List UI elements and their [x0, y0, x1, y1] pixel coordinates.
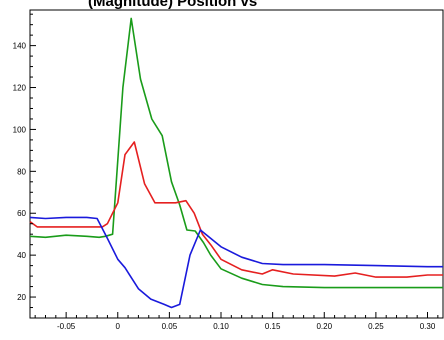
- series-line-1: [29, 17, 443, 289]
- y-tick-label: 120: [13, 84, 27, 93]
- x-tick-label: -0.05: [57, 322, 76, 331]
- series-layer: [29, 17, 443, 309]
- x-tick-label: 0.05: [162, 322, 178, 331]
- plot-frame: [29, 9, 444, 319]
- x-tick-label: 0.20: [316, 322, 332, 331]
- x-tick-label: 0: [116, 322, 121, 331]
- y-tick-label: 60: [17, 209, 26, 218]
- y-tick-label: 80: [17, 167, 26, 176]
- chart-title: (Magnitude) Position vs: [88, 0, 257, 10]
- y-tick-label: 40: [17, 251, 26, 260]
- series-line-2: [29, 141, 443, 278]
- y-tick-label: 100: [13, 125, 27, 134]
- y-tick-label: 20: [17, 293, 26, 302]
- series-line-3: [29, 216, 443, 309]
- x-tick-label: 0.10: [213, 322, 229, 331]
- x-tick-label: 0.15: [265, 322, 281, 331]
- x-axis: -0.05 0 0.05 0.10 0.15 0.20 0.25 0.30: [34, 312, 439, 331]
- y-tick-label: 140: [13, 42, 27, 51]
- x-tick-label: 0.25: [368, 322, 384, 331]
- x-tick-label: 0.30: [420, 322, 436, 331]
- title-layer: (Magnitude) Position vs: [88, 0, 257, 10]
- y-axis: 20 40 60 80 100 120 140: [13, 13, 36, 319]
